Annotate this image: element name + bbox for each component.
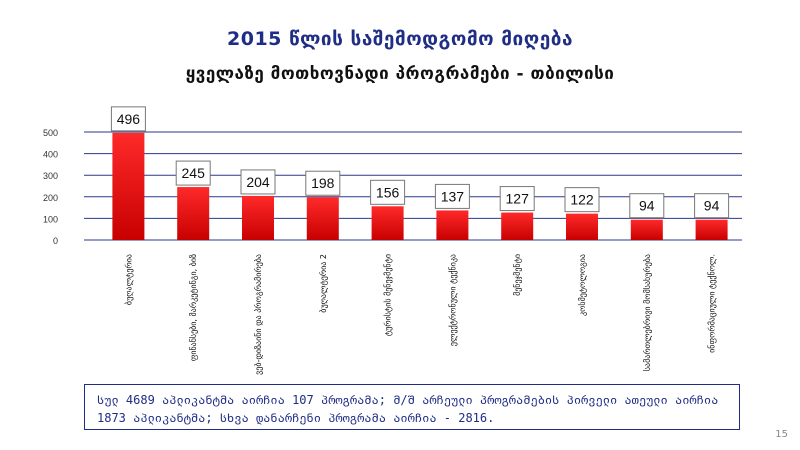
bar xyxy=(436,210,469,240)
y-tick-label: 100 xyxy=(43,214,58,224)
data-label: 245 xyxy=(182,165,206,181)
data-label-box xyxy=(564,187,600,213)
y-tick-label: 400 xyxy=(43,150,58,160)
x-axis-ticks: ბუღალტერია ფინანსები, მარკეტინგი, ბიზ ვებ-… xyxy=(123,254,716,375)
page-number: 15 xyxy=(775,429,788,440)
x-tick-label: ფინანსები, მარკეტინგი, ბიზ xyxy=(188,254,198,361)
y-tick-label: 0 xyxy=(53,236,58,246)
bar xyxy=(501,212,534,240)
data-label: 204 xyxy=(246,174,270,190)
x-tick-label: ელექტრონული ტექნიკა xyxy=(447,254,457,346)
data-label: 156 xyxy=(376,184,400,200)
data-label-box xyxy=(110,106,146,132)
y-tick-label: 500 xyxy=(43,128,58,138)
x-tick-label: ტურისტის მენეჯმენტი xyxy=(383,254,393,336)
data-label-box xyxy=(175,160,211,186)
summary-note: სულ 4689 აპლიკანტმა აირჩია 107 პროგრამა;… xyxy=(84,384,740,430)
y-tick-label: 300 xyxy=(43,171,58,181)
data-label: 137 xyxy=(441,188,465,204)
data-label: 127 xyxy=(506,191,530,207)
slide-title: 2015 წლის საშემოდგომო მიღება xyxy=(227,28,573,50)
bar xyxy=(177,187,210,240)
x-tick-label: ინფორმაციული ტექნოლ. xyxy=(707,254,717,353)
data-label-box xyxy=(305,170,341,196)
data-label: 94 xyxy=(639,198,655,214)
bar xyxy=(112,132,145,240)
data-label-box xyxy=(434,183,470,209)
x-tick-label: კოსმეტოლოგია xyxy=(577,254,587,316)
x-tick-label: ბუღალტერია 2 xyxy=(318,254,328,313)
x-tick-label: სამართლებრივი მომსახურება xyxy=(642,254,652,371)
data-label: 122 xyxy=(570,192,594,208)
x-tick-label: ვებ-დიზაინი და პროგრამირება xyxy=(253,254,263,375)
bar xyxy=(630,219,663,240)
data-label-box xyxy=(694,193,730,219)
chart-subtitle: ყველაზე მოთხოვნადი პროგრამები - თბილისი xyxy=(185,64,615,84)
data-label: 198 xyxy=(311,175,335,191)
bar-data-labels: 496 245 204 198 156 137 127 122 94 94 xyxy=(110,106,730,219)
bar xyxy=(371,206,404,240)
bar xyxy=(566,213,598,240)
x-tick-label: ბუღალტერია xyxy=(123,254,133,305)
bar xyxy=(695,219,728,240)
x-tick-label: მენეჯმენტი xyxy=(512,254,522,296)
data-label: 94 xyxy=(704,198,720,214)
bar xyxy=(242,195,274,240)
data-label-box xyxy=(370,179,406,205)
data-label-box xyxy=(240,169,276,195)
y-tick-label: 200 xyxy=(43,193,58,203)
data-label: 496 xyxy=(117,111,141,127)
data-label-box xyxy=(499,186,535,212)
bar xyxy=(306,197,339,240)
chart-bars xyxy=(112,132,728,240)
y-axis-ticks: 0 100 200 300 400 500 xyxy=(43,128,58,246)
data-label-box xyxy=(629,193,665,219)
